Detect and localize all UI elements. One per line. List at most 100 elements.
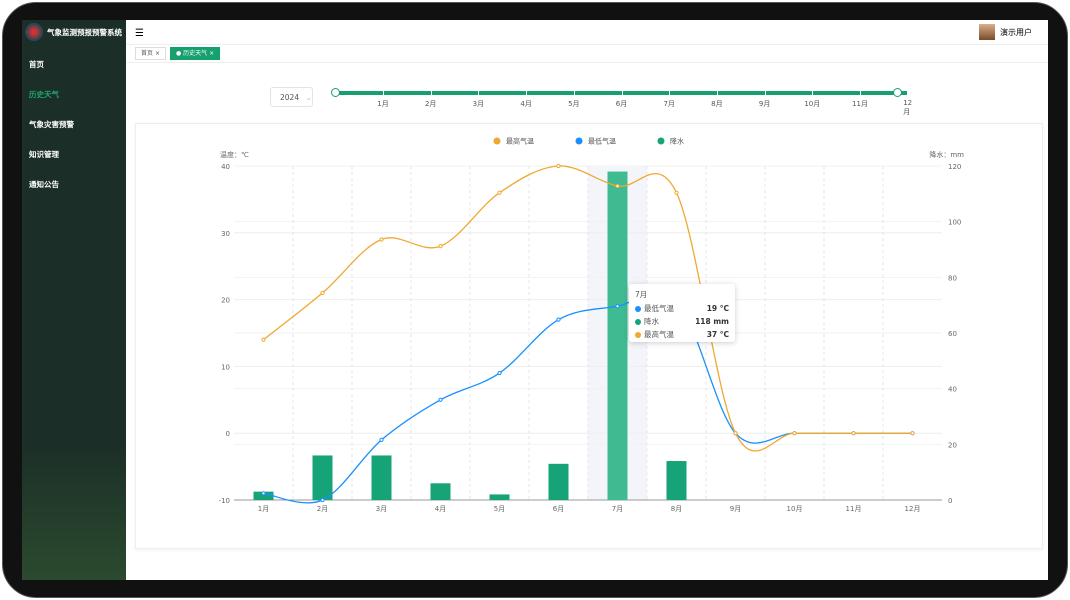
y-tick-left: 10 — [221, 363, 230, 371]
data-point — [615, 304, 620, 309]
precip-bar — [253, 491, 274, 500]
data-point — [379, 237, 384, 242]
menu-fold-icon[interactable]: ☰ — [135, 28, 144, 39]
timeline-month[interactable]: 11月 — [852, 100, 868, 108]
precip-bar — [489, 494, 510, 500]
tab[interactable]: 首页 × — [135, 47, 166, 60]
close-icon[interactable]: × — [209, 50, 215, 57]
sidebar-item[interactable]: 通知公告 — [29, 180, 59, 189]
y-axis-label-left: 温度：℃ — [220, 150, 249, 159]
tooltip-value: 37 °C — [706, 330, 729, 339]
x-tick: 7月 — [612, 505, 623, 513]
timeline-month[interactable]: 4月 — [520, 100, 532, 108]
x-tick: 12月 — [905, 505, 921, 513]
timeline-tick — [907, 91, 909, 95]
timeline-month[interactable]: 5月 — [568, 100, 580, 108]
user-name: 演示用户 — [1000, 27, 1032, 37]
precip-bar — [607, 171, 628, 501]
data-point — [379, 437, 384, 442]
sidebar-item[interactable]: 气象灾害预警 — [29, 120, 74, 129]
data-point — [910, 431, 915, 436]
screen: 气象监测预报预警系统 首页 历史天气 气象灾害预警 知识管理 通知公告 ☰ 演示用户 首… — [22, 20, 1048, 580]
timeline-tick — [383, 91, 384, 95]
timeline-month[interactable]: 1月 — [377, 100, 389, 108]
series-dot-icon — [635, 331, 641, 338]
timeline-tick — [478, 91, 480, 95]
data-point — [851, 431, 856, 436]
timeline-month[interactable]: 10月 — [804, 100, 821, 108]
y-tick-right: 120 — [948, 163, 961, 171]
y-tick-left: 20 — [221, 297, 230, 305]
tooltip-series: 最高气温 — [644, 330, 674, 339]
x-tick: 4月 — [435, 505, 446, 513]
timeline-tick — [526, 91, 528, 95]
y-tick-left: -10 — [219, 497, 230, 505]
header: ☰ 演示用户 — [126, 20, 1048, 45]
timeline-month[interactable]: 9月 — [758, 100, 771, 108]
user-menu[interactable]: 演示用户 — [979, 24, 1032, 40]
x-tick: 8月 — [671, 505, 682, 513]
data-point — [556, 317, 561, 322]
tooltip-value: 19 °C — [706, 304, 729, 313]
tab-label: 首页 — [141, 50, 154, 57]
data-point — [497, 370, 502, 376]
x-tick: 10月 — [787, 505, 803, 513]
tooltip-series: 最低气温 — [644, 304, 674, 313]
tooltip-row: 最低气温 19 °C — [635, 302, 729, 315]
precip-bar — [430, 483, 451, 500]
timeline-handle[interactable] — [893, 88, 902, 97]
series-dot-icon — [635, 305, 641, 312]
tooltip-row: 最高气温 37 °C — [635, 328, 729, 341]
timeline-month[interactable]: 6月 — [615, 100, 628, 108]
sidebar: 气象监测预报预警系统 首页历史天气气象灾害预警 知识管理通知公告 — [22, 20, 126, 580]
timeline-month[interactable]: 8月 — [711, 100, 723, 108]
timeline-month[interactable]: 12月 — [903, 99, 913, 116]
timeline-handle[interactable] — [331, 88, 340, 97]
timeline-tick — [669, 91, 671, 95]
app-title: 气象监测预报预警系统 — [47, 27, 122, 37]
close-icon[interactable]: × — [154, 50, 160, 57]
timeline-month[interactable]: 3月 — [472, 100, 485, 108]
tab-label: 历史天气 — [183, 50, 208, 57]
x-tick: 1月 — [258, 505, 269, 513]
y-tick-left: 40 — [221, 163, 230, 171]
x-tick: 2月 — [317, 505, 328, 513]
tooltip-row: 降水 118 mm — [635, 315, 729, 328]
sidebar-item[interactable]: 首页 — [29, 60, 44, 69]
legend-icon — [657, 137, 665, 145]
timeline-tick — [764, 91, 766, 95]
month-timeline[interactable]: 1月 2月 3月 4月 5月 6月 7月 8月 9月 10月 11月 12月 — [331, 88, 912, 116]
y-tick-right: 80 — [948, 274, 957, 282]
timeline-tick — [430, 91, 432, 95]
legend-icon — [575, 137, 583, 145]
series-dot-icon — [635, 318, 641, 325]
data-point — [261, 337, 266, 342]
y-axis-label-right: 降水：mm — [929, 150, 964, 159]
x-tick: 6月 — [553, 505, 564, 513]
tooltip-value: 118 mm — [695, 317, 729, 326]
data-point — [320, 497, 325, 503]
sidebar-item[interactable]: 知识管理 — [29, 150, 59, 159]
chart-card — [135, 123, 1043, 549]
timeline-tick — [860, 91, 861, 95]
tab[interactable]: ● 历史天气 × — [169, 47, 221, 60]
logo-image — [25, 23, 43, 41]
precip-bar — [371, 455, 392, 500]
chevron-down-icon: ⌄ — [305, 93, 312, 102]
x-tick: 11月 — [846, 505, 862, 513]
data-point — [674, 190, 679, 195]
timeline-month[interactable]: 7月 — [663, 100, 675, 108]
data-point — [733, 431, 738, 436]
tooltip-title: 7月 — [635, 290, 648, 299]
sidebar-item[interactable]: 历史天气 — [29, 90, 59, 99]
precip-bar — [666, 461, 687, 500]
y-tick-right: 20 — [948, 441, 957, 449]
weather-chart: -10 0 10 20 30 40 0 20 40 60 80 100 120 1月 2月 3月 4月 5月 6月 7… — [219, 137, 965, 514]
timeline-month[interactable]: 2月 — [424, 100, 437, 108]
year-value: 2024 — [280, 93, 300, 102]
data-point — [556, 163, 561, 169]
y-tick-left: 0 — [226, 430, 230, 438]
year-select[interactable]: 2024 ⌄ — [270, 87, 313, 107]
timeline-tick — [621, 91, 623, 95]
data-point — [438, 397, 443, 402]
